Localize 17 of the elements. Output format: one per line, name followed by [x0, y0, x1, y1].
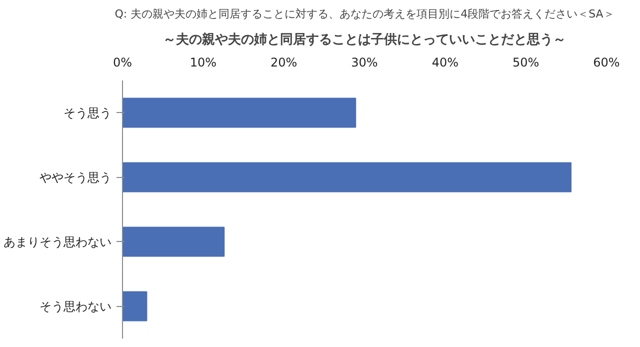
x-tick-label: 30% — [351, 56, 378, 70]
x-tick-label: 60% — [593, 56, 620, 70]
chart-subtitle: ～夫の親や夫の姉と同居することは子供にとっていいことだと思う～ — [163, 32, 566, 48]
x-tick-label: 0% — [112, 56, 132, 70]
bar — [122, 98, 356, 128]
x-tick-label: 40% — [432, 56, 459, 70]
y-tick-label: そう思わない — [40, 299, 112, 314]
chart-title: Q: 夫の親や夫の姉と同居することに対する、あなたの考えを項目別に4段階でお答えください＜SA＞ — [114, 8, 614, 20]
bar — [122, 291, 148, 322]
y-tick-label: あまりそう思わない — [4, 234, 112, 249]
x-tick-label: 50% — [512, 56, 540, 70]
x-tick-label: 20% — [270, 56, 298, 70]
y-tick-label: ややそう思う — [40, 170, 112, 184]
x-tick-label: 10% — [190, 56, 217, 70]
y-tick-label: そう思う — [64, 106, 112, 120]
bar — [122, 226, 225, 257]
bar — [122, 162, 572, 192]
